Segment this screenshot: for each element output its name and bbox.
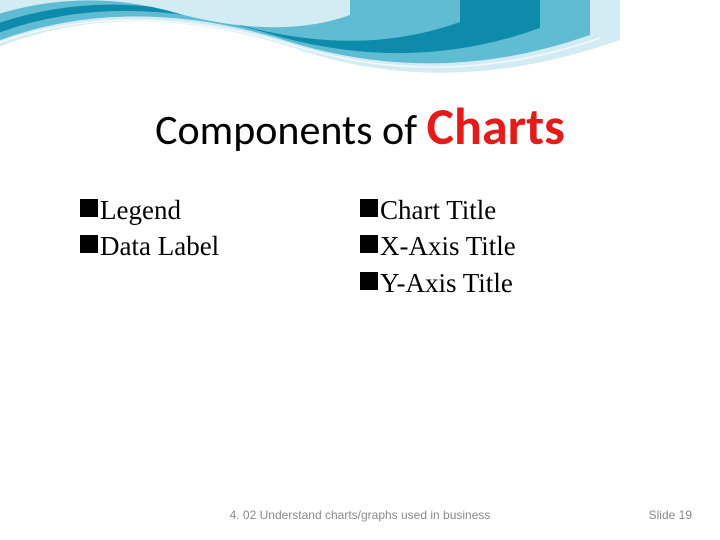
title-main-text: Components of [155,105,426,156]
slide-title: Components of Charts [0,94,720,158]
list-item-label: Data Label [100,228,219,264]
square-bullet-icon [80,235,98,253]
square-bullet-icon [360,199,378,217]
list-item: Data Label [80,228,360,264]
list-item: Y-Axis Title [360,265,640,301]
square-bullet-icon [80,199,98,217]
list-item-label: Chart Title [380,192,496,228]
list-item-label: Y-Axis Title [380,265,513,301]
square-bullet-icon [360,235,378,253]
list-item-label: Legend [100,192,181,228]
slide-number: Slide 19 [649,508,692,522]
left-column: Legend Data Label [80,192,360,301]
list-item: X-Axis Title [360,228,640,264]
list-item: Chart Title [360,192,640,228]
content-area: Legend Data Label Chart Title X-Axis Tit… [80,192,640,301]
footer-center-text: 4. 02 Understand charts/graphs used in b… [0,508,720,522]
list-item: Legend [80,192,360,228]
right-column: Chart Title X-Axis Title Y-Axis Title [360,192,640,301]
square-bullet-icon [360,272,378,290]
title-accent-text: Charts [427,94,565,158]
list-item-label: X-Axis Title [380,228,516,264]
